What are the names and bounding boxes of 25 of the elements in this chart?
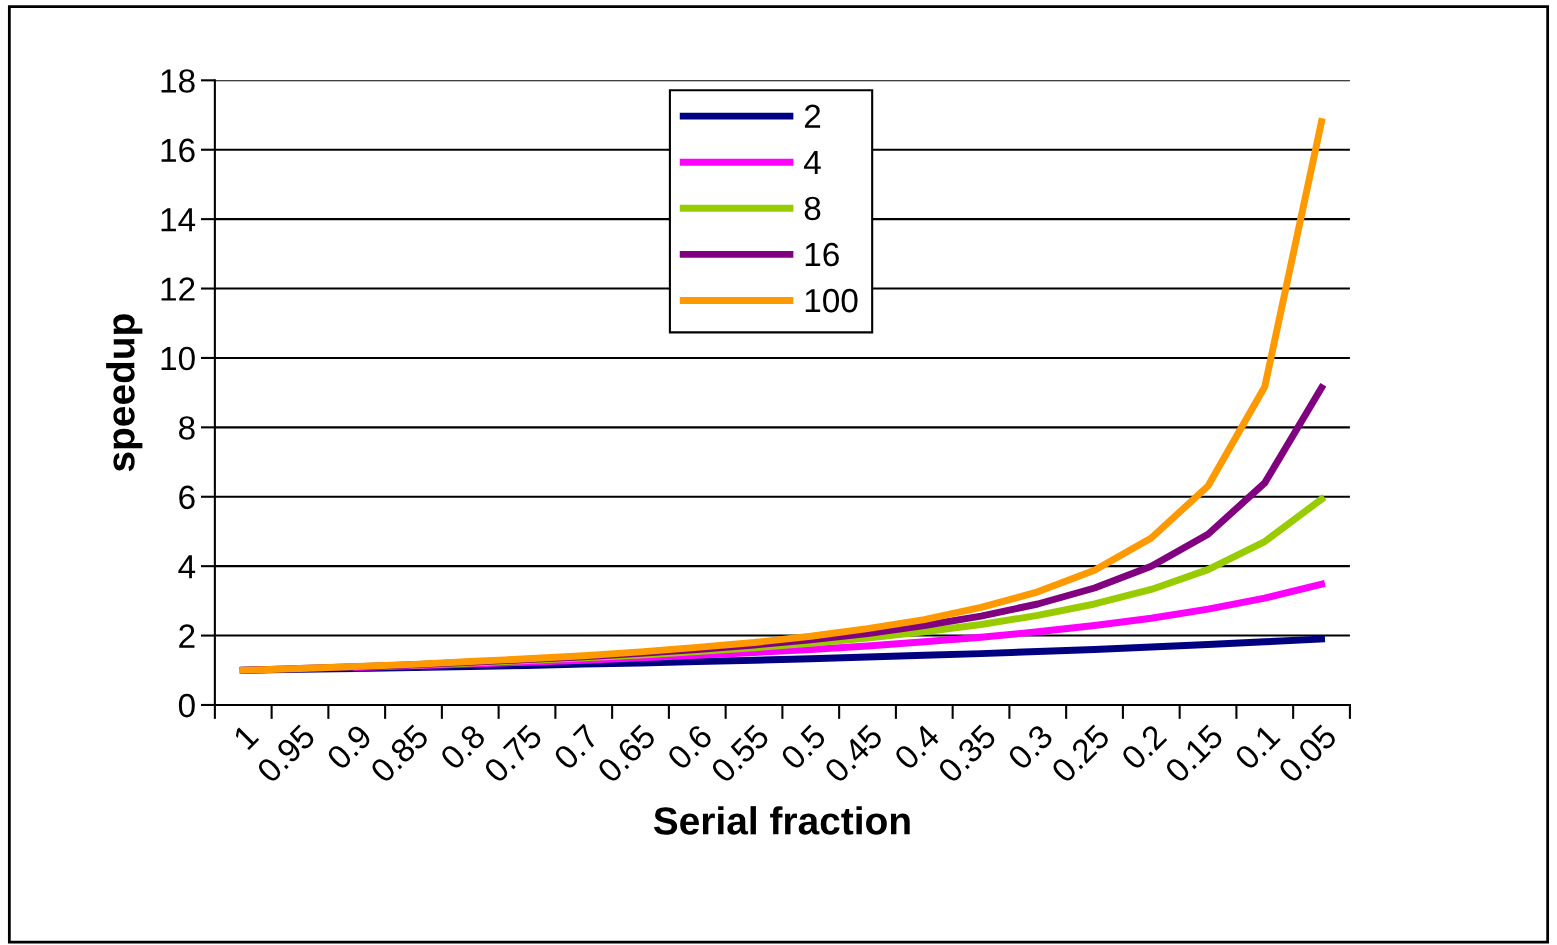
legend-label: 2 [804,104,821,128]
y-tick-label: 16 [161,138,195,163]
x-tick-label: 0.4 [893,722,941,771]
y-tick-label: 4 [178,555,196,579]
legend-label: 8 [804,196,821,221]
legend-label: 16 [805,242,839,267]
x-tick-label: 0.9 [325,723,373,771]
y-tick-label: 14 [161,208,196,232]
y-tick-label: 6 [179,485,195,510]
y-tick-label: 10 [161,346,195,371]
y-tick-label: 12 [161,277,195,301]
x-tick-label: 0.8 [439,723,487,771]
x-tick-label: 0.7 [552,723,600,771]
legend-label: 4 [804,150,821,174]
y-tick-label: 2 [179,624,195,648]
x-tick-label: 0.6 [666,723,714,771]
x-axis-title: Serial fraction [653,806,910,835]
x-tick-label: 0.1 [1233,723,1281,771]
y-tick-label: 0 [178,693,195,718]
legend-label: 100 [805,288,858,313]
x-tick-label: 0.2 [1120,723,1168,771]
y-axis-title: speedup [106,314,143,472]
x-tick-label: 1 [232,723,260,751]
y-tick-label: 18 [161,69,195,93]
y-tick-label: 8 [179,416,195,440]
